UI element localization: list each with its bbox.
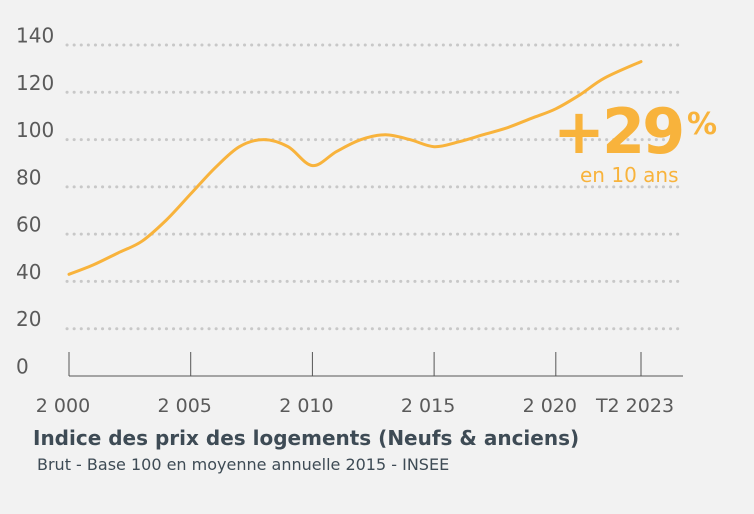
y-tick-label-20: 20 [16, 307, 41, 331]
growth-callout-value: +29 [553, 95, 682, 168]
growth-callout-caption: en 10 ans [580, 163, 679, 187]
y-tick-label-40: 40 [16, 260, 41, 284]
x-axis [68, 352, 683, 377]
y-tick-label-80: 80 [16, 165, 41, 189]
growth-callout: +29 % en 10 ans [553, 95, 717, 187]
x-axis-tick-labels: 2 000 2 005 2 010 2 015 2 020 T2 2023 [36, 395, 674, 417]
chart-title: Indice des prix des logements (Neufs & a… [33, 426, 580, 450]
x-tick-label-3: 2 015 [401, 395, 455, 417]
x-tick-label-0: 2 000 [36, 395, 90, 417]
growth-callout-percent-sign: % [687, 107, 717, 142]
y-tick-label-0: 0 [16, 355, 29, 379]
y-tick-label-60: 60 [16, 213, 41, 237]
x-tick-label-2: 2 010 [279, 395, 333, 417]
chart-subtitle: Brut - Base 100 en moyenne annuelle 2015… [37, 455, 450, 474]
y-tick-label-120: 120 [16, 71, 54, 95]
x-tick-label-5: T2 2023 [595, 395, 674, 417]
y-tick-label-140: 140 [16, 24, 54, 48]
y-tick-label-100: 100 [16, 118, 54, 142]
x-tick-label-1: 2 005 [157, 395, 211, 417]
x-tick-label-4: 2 020 [523, 395, 577, 417]
price-index-line [67, 60, 643, 276]
y-axis-tick-labels: 0 20 40 60 80 100 120 140 [16, 24, 54, 379]
